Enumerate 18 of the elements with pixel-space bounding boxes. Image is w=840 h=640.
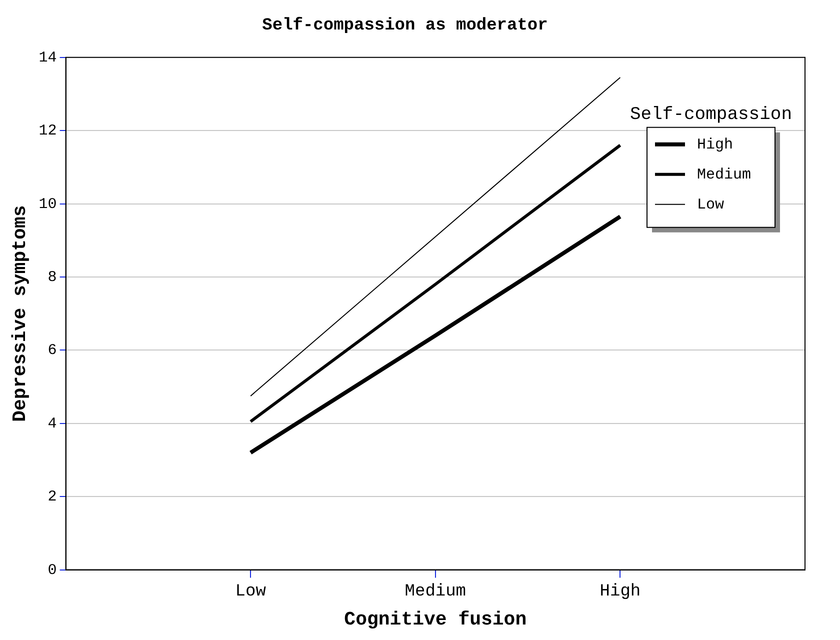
y-tick-label: 10 xyxy=(38,196,57,213)
x-axis-title: Cognitive fusion xyxy=(344,608,527,630)
y-tick-label: 8 xyxy=(48,268,57,286)
y-tick-label: 14 xyxy=(38,49,57,66)
x-tick-label: Low xyxy=(235,582,267,602)
legend-label: High xyxy=(697,136,734,154)
y-tick-label: 0 xyxy=(48,562,57,579)
y-tick-label: 6 xyxy=(48,342,57,360)
x-tick-label: High xyxy=(600,582,641,602)
legend-label: Medium xyxy=(697,166,752,184)
chart-title: Self-compassion as moderator xyxy=(262,16,548,36)
y-tick-label: 4 xyxy=(48,415,57,432)
y-tick-label: 2 xyxy=(48,488,57,506)
legend-title: Self-compassion xyxy=(630,105,792,126)
legend-label: Low xyxy=(697,196,724,214)
x-tick-label: Medium xyxy=(404,582,466,602)
y-axis-title: Depressive symptoms xyxy=(9,205,32,422)
y-tick-label: 12 xyxy=(38,122,57,140)
